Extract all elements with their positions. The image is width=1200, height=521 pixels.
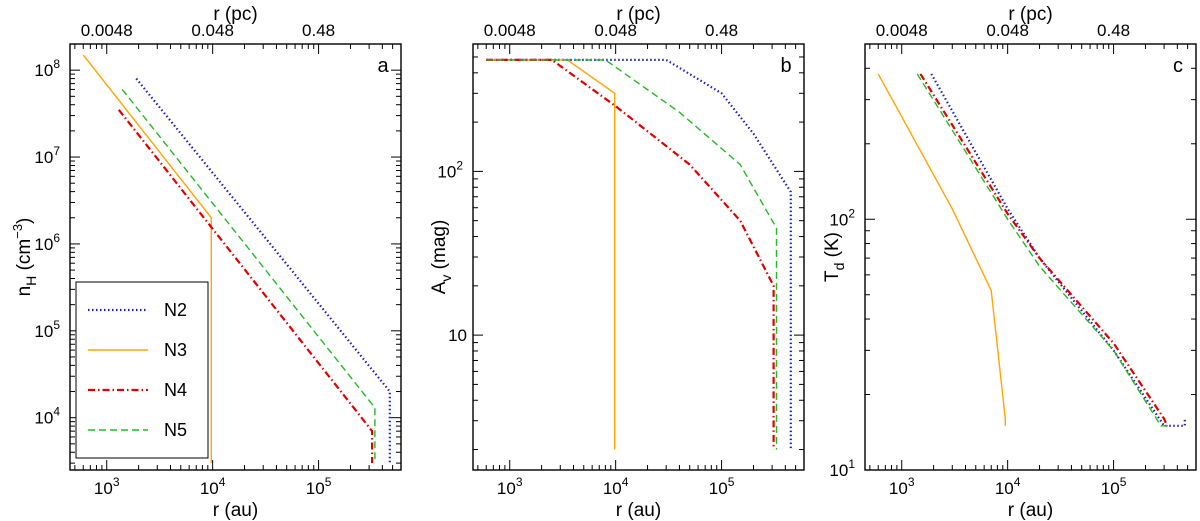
x2-tick-label: 0.0048 (876, 21, 928, 40)
x-axis-title: r (au) (1008, 500, 1053, 521)
x-tick-label: 105 (306, 475, 332, 498)
x-tick-label: 105 (1101, 475, 1127, 498)
panel-c-temperature: 103 104 105 0.0048 0.048 0.48 101 102 r (au) r (p… (822, 4, 1197, 521)
plot-frame (864, 43, 1197, 471)
x2-tick-label: 0.048 (986, 21, 1029, 40)
panel-b-extinction: 103 104 105 0.0048 0.048 0.48 10 102 r (au) r (pc… (429, 4, 805, 521)
x2-tick-label: 0.48 (1097, 21, 1130, 40)
x2-axis-title: r (pc) (213, 4, 257, 25)
x2-tick-label: 0.48 (302, 21, 335, 40)
x2-tick-label: 0.48 (705, 21, 738, 40)
y-tick-label: 104 (34, 405, 60, 428)
y-tick-label: 10 (448, 326, 467, 345)
x-tick-label: 104 (200, 475, 226, 498)
x-tick-label: 103 (889, 475, 915, 498)
x2-tick-label: 0.048 (191, 21, 234, 40)
series-line-n5 (486, 59, 778, 450)
series-line-n5 (916, 73, 1169, 427)
y-tick-label: 101 (829, 457, 855, 480)
y-tick-label: 108 (34, 57, 60, 80)
x2-axis-title: r (pc) (1008, 4, 1052, 25)
y-tick-label: 107 (34, 144, 60, 167)
x-tick-label: 103 (94, 475, 120, 498)
panel-a-density: 103 104 105 0.0048 0.048 0.48 104 105 106 107 108 r… (10, 4, 402, 521)
legend: N2 N3 N4 N5 (75, 281, 209, 459)
y-tick-label: 105 (34, 318, 60, 341)
series-line-n2 (930, 73, 1186, 427)
series-line-n3 (82, 54, 213, 464)
legend-label-n3: N3 (164, 340, 187, 360)
panel-label: b (780, 55, 791, 77)
series-line-n5 (121, 88, 376, 464)
y-axis-title: Td (K) (822, 232, 847, 282)
legend-label-n5: N5 (164, 420, 187, 440)
x2-tick-label: 0.0048 (81, 21, 133, 40)
x2-tick-label: 0.048 (594, 21, 637, 40)
y-tick-label: 102 (437, 158, 463, 181)
series-line-n4 (919, 73, 1169, 427)
series-line-n4 (117, 109, 374, 464)
series-line-n3 (486, 59, 616, 450)
x-tick-label: 105 (709, 475, 735, 498)
series-line-n3 (877, 73, 1006, 426)
x-axis-title: r (au) (616, 500, 661, 521)
x2-axis-title: r (pc) (616, 4, 660, 25)
series-line-n4 (486, 58, 775, 450)
y-axis-title: nH (cm−3) (10, 218, 39, 297)
legend-label-n4: N4 (164, 380, 187, 400)
series-line-n2 (486, 58, 792, 450)
plot-frame (472, 43, 805, 471)
x-tick-label: 103 (497, 475, 523, 498)
panel-label: a (377, 55, 389, 77)
y-tick-label: 102 (829, 206, 855, 229)
panel-label: c (1173, 55, 1183, 77)
legend-box (75, 281, 209, 459)
legend-label-n2: N2 (164, 300, 187, 320)
y-tick-label: 106 (34, 231, 60, 254)
x-tick-label: 104 (995, 475, 1021, 498)
x2-tick-label: 0.0048 (484, 21, 536, 40)
x-axis-title: r (au) (213, 500, 258, 521)
y-axis-title: Av (mag) (429, 220, 454, 295)
x-tick-label: 104 (603, 475, 629, 498)
